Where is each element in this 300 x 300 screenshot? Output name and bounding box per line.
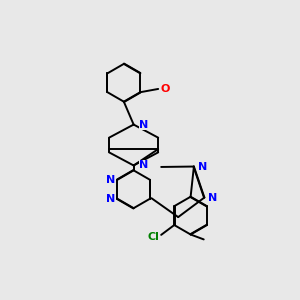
Text: Cl: Cl <box>148 232 160 242</box>
Text: N: N <box>198 161 207 172</box>
Text: N: N <box>208 193 218 202</box>
Text: N: N <box>139 120 148 130</box>
Text: N: N <box>106 194 116 204</box>
Text: N: N <box>139 160 148 170</box>
Text: O: O <box>160 84 170 94</box>
Text: N: N <box>106 175 116 185</box>
